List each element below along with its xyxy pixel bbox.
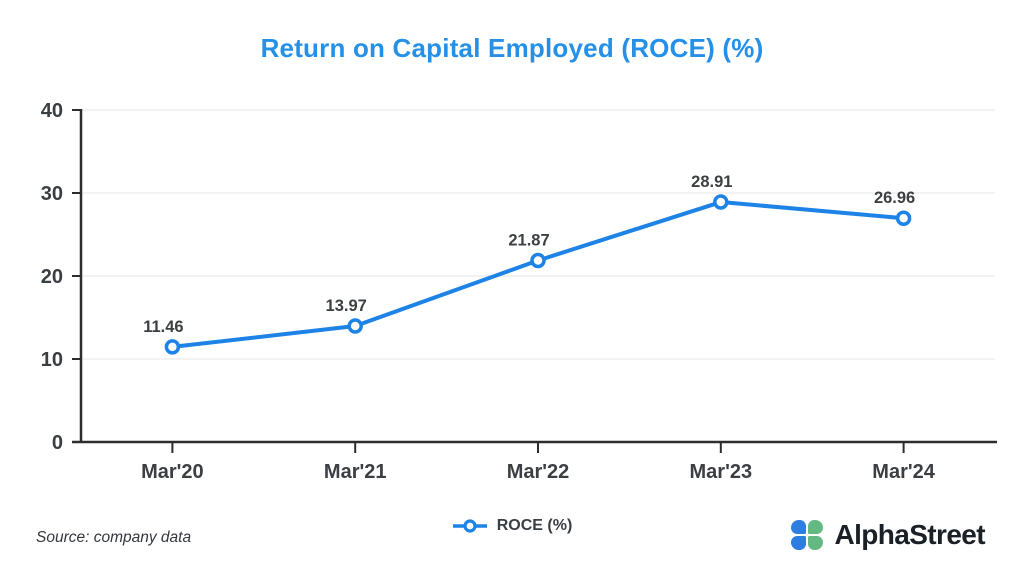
y-axis-label: 40 <box>41 100 63 122</box>
data-point-marker <box>895 210 912 226</box>
data-point-marker <box>530 252 546 269</box>
logo-petal-top-left <box>791 520 807 534</box>
logo-petal-top-right <box>808 520 824 534</box>
roce-series-line <box>170 200 906 349</box>
data-point-marker <box>347 318 363 334</box>
legend: ROCE (%) <box>0 517 1024 535</box>
chart-title: Return on Capital Employed (ROCE) (%) <box>260 33 764 63</box>
legend-label: ROCE (%) <box>496 517 573 534</box>
logo-petal-bottom-right <box>808 536 824 550</box>
data-point-label: 26.96 <box>874 189 915 207</box>
y-axis-label: 0 <box>52 432 63 454</box>
brand-footer: AlphaStreet <box>791 519 986 551</box>
alphastreet-logo-icon <box>791 520 824 550</box>
x-axis-label: Mar'24 <box>872 461 935 483</box>
data-point-label: 11.46 <box>143 318 183 336</box>
y-axis-label: 20 <box>41 266 63 288</box>
x-axis-label: Mar'23 <box>690 461 753 483</box>
legend-marker-icon <box>452 519 487 533</box>
brand-wordmark: AlphaStreet <box>834 519 985 550</box>
y-axis-label: 30 <box>41 183 63 205</box>
logo-petal-bottom-left <box>791 536 807 550</box>
data-point-label: 13.97 <box>326 297 367 315</box>
roce-line-chart: 0 10 20 30 40 Mar'20 Mar'21 Mar'22 Mar'23 Mar'24 1… <box>41 100 997 483</box>
x-axis-label: Mar'22 <box>507 461 570 483</box>
data-point-label: 21.87 <box>508 231 549 249</box>
data-point-marker <box>164 339 181 355</box>
y-axis-label: 10 <box>41 349 63 371</box>
data-point-label: 28.91 <box>691 173 732 191</box>
source-note: Source: company data <box>36 529 192 546</box>
data-point-marker <box>713 194 729 210</box>
legend-marker-circle <box>463 519 477 533</box>
x-axis-label: Mar'21 <box>324 461 387 483</box>
x-axis-label: Mar'20 <box>141 461 204 483</box>
